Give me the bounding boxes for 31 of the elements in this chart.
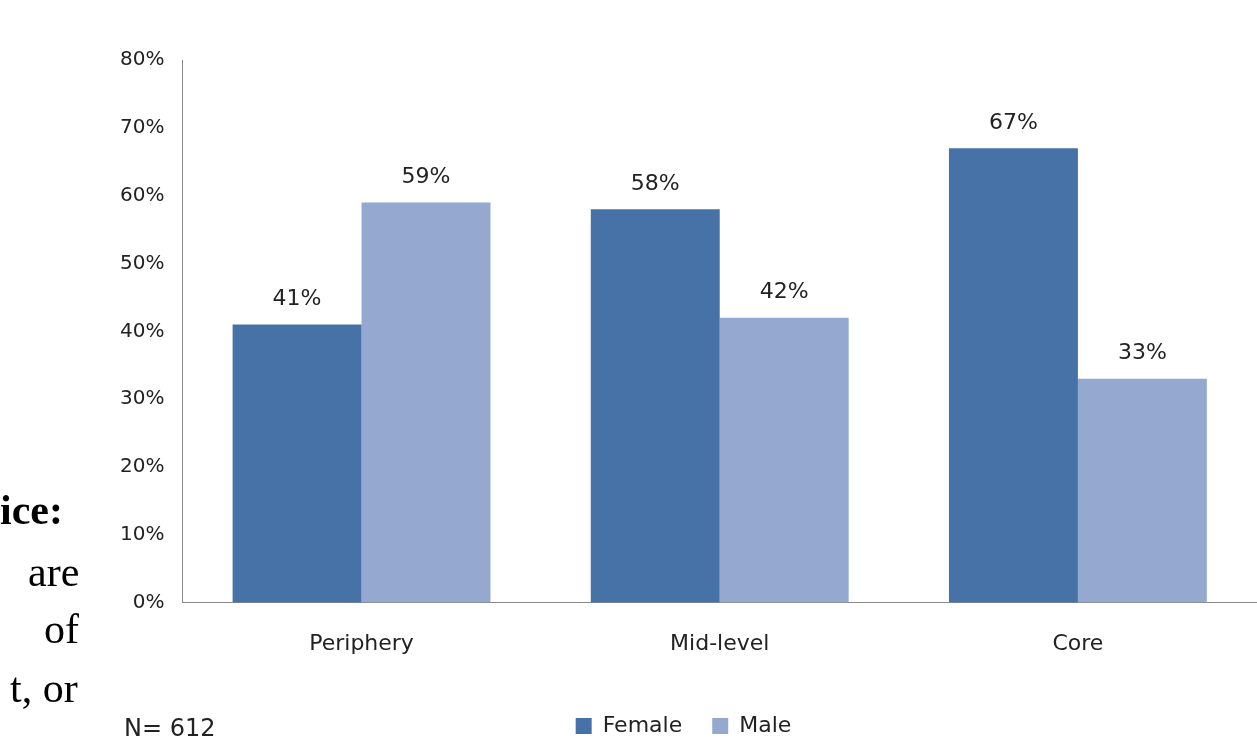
- text: ice:: [0, 486, 63, 534]
- text: are: [28, 548, 80, 596]
- y-tick-label: 20%: [120, 453, 165, 478]
- text: 67%: [988, 108, 1038, 134]
- bar: [948, 148, 1078, 603]
- text: of: [44, 605, 79, 653]
- text: 33%: [1117, 339, 1167, 365]
- y-tick-label: 60%: [120, 181, 165, 206]
- y-tick-label: 10%: [120, 520, 165, 545]
- text: N= 612: [124, 714, 216, 742]
- x-tick-label: Periphery: [309, 629, 414, 655]
- bar: [1077, 378, 1207, 603]
- bar: [590, 209, 720, 603]
- bar: [361, 202, 491, 603]
- legend-label: Female: [602, 711, 683, 737]
- legend-label: Male: [739, 711, 792, 737]
- y-tick-label: 70%: [120, 114, 165, 139]
- x-tick-label: Core: [1052, 629, 1104, 655]
- text: 58%: [630, 169, 680, 195]
- text: 42%: [759, 278, 809, 304]
- y-tick-label: 0%: [132, 588, 165, 613]
- y-tick-label: 30%: [120, 385, 165, 410]
- text: t, or: [10, 664, 78, 712]
- bar: [232, 324, 362, 603]
- y-tick-label: 80%: [120, 46, 165, 71]
- text: 41%: [272, 285, 322, 311]
- y-tick-label: 50%: [120, 249, 165, 274]
- bar: [719, 317, 849, 603]
- x-tick-label: Mid-level: [670, 629, 770, 655]
- y-tick-label: 40%: [120, 317, 165, 342]
- text: 59%: [401, 163, 451, 189]
